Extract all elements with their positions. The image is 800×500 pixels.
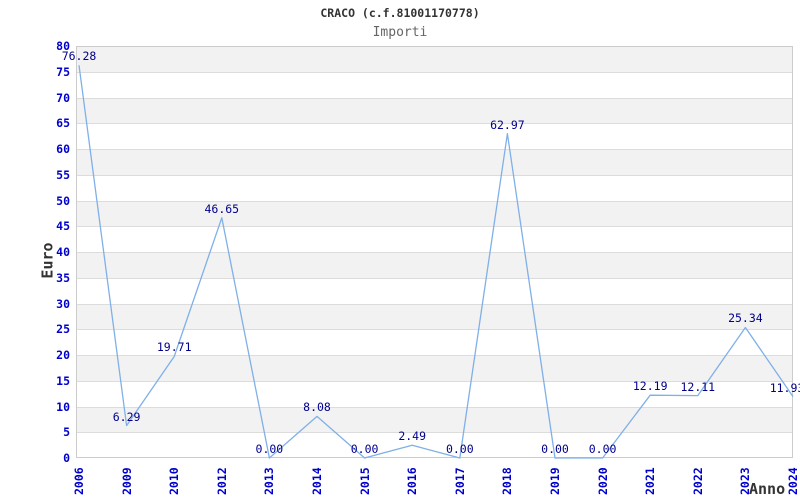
gridline	[76, 149, 793, 150]
plot-band	[76, 200, 793, 227]
data-line	[78, 65, 794, 459]
value-label: 12.11	[680, 379, 716, 394]
gridline	[76, 304, 793, 305]
gridline	[76, 72, 793, 73]
gridline	[76, 381, 793, 382]
y-tick-label: 25	[56, 322, 70, 337]
y-tick-label: 45	[56, 219, 70, 234]
x-tick-label: 2016	[405, 467, 420, 495]
gridline	[76, 201, 793, 202]
x-tick-label: 2018	[500, 467, 515, 495]
plot-band	[76, 97, 793, 124]
gridline	[76, 407, 793, 408]
value-label: 25.34	[728, 311, 763, 326]
value-label: 0.00	[445, 442, 474, 456]
x-axis-title: Anno	[749, 480, 786, 498]
x-tick-label: 2010	[167, 467, 182, 495]
x-tick-label: 2019	[548, 467, 562, 495]
value-label: 8.08	[303, 400, 331, 415]
x-tick-label: 2021	[643, 467, 658, 495]
gridline	[76, 175, 793, 176]
plot-band	[76, 355, 793, 381]
x-tick-label: 2024	[786, 467, 800, 495]
y-tick-label: 80	[56, 39, 70, 53]
gridline	[76, 98, 793, 99]
value-label: 12.19	[632, 379, 668, 394]
plot-band	[76, 252, 793, 278]
value-label: 6.29	[112, 409, 141, 424]
plot-band	[76, 303, 793, 330]
y-tick-label: 40	[56, 245, 70, 259]
y-tick-label: 70	[56, 90, 70, 105]
value-label: 62.97	[490, 117, 525, 132]
plot-band	[76, 46, 793, 72]
gridline	[76, 278, 793, 279]
value-label: 46.65	[204, 201, 240, 216]
x-tick-label: 2015	[357, 467, 372, 495]
gridline	[76, 329, 793, 330]
x-tick-label: 2014	[310, 467, 324, 495]
x-tick-label: 2013	[262, 467, 277, 495]
y-tick-label: 55	[56, 167, 70, 182]
y-tick-label: 20	[56, 348, 70, 362]
value-label: 0.00	[588, 442, 617, 456]
y-tick-label: 5	[63, 425, 70, 440]
line-series	[78, 65, 794, 459]
gridline	[76, 226, 793, 227]
y-tick-label: 30	[56, 296, 70, 311]
value-label: 19.71	[156, 340, 192, 355]
value-label: 0.00	[255, 442, 284, 456]
y-tick-label: 0	[63, 451, 70, 465]
plot-area: 76.28 6.29 19.71 46.65 0.00 8.08 0.00 2.49 0.00 6…	[62, 46, 800, 459]
value-label: 0.00	[350, 442, 379, 456]
y-tick-label: 35	[56, 270, 70, 285]
y-tick-label: 60	[56, 142, 70, 156]
chart-title: CRACO (c.f.81001170778)	[320, 6, 480, 20]
x-tick-label: 2022	[690, 467, 705, 495]
value-label: 76.28	[61, 49, 97, 64]
value-label: 2.49	[398, 429, 427, 444]
value-label: 0.00	[541, 442, 569, 456]
y-tick-label: 10	[56, 399, 70, 414]
y-tick-label: 50	[56, 193, 70, 208]
y-tick-label: 75	[56, 64, 70, 79]
gridline	[76, 123, 793, 124]
x-tick-label: 2020	[595, 467, 610, 495]
x-tick-label: 2009	[119, 467, 134, 495]
plot-band	[76, 406, 793, 433]
gridline	[76, 432, 793, 433]
plot-band	[76, 149, 793, 175]
gridline	[76, 355, 793, 356]
value-label: 11.93	[769, 380, 800, 395]
gridline	[76, 252, 793, 253]
x-tick-label: 2006	[72, 467, 86, 495]
y-tick-label: 15	[56, 373, 70, 388]
x-tick-label: 2012	[214, 467, 229, 495]
y-tick-label: 65	[56, 116, 70, 131]
x-tick-label: 2017	[452, 467, 467, 495]
chart-subtitle: Importi	[372, 25, 428, 40]
